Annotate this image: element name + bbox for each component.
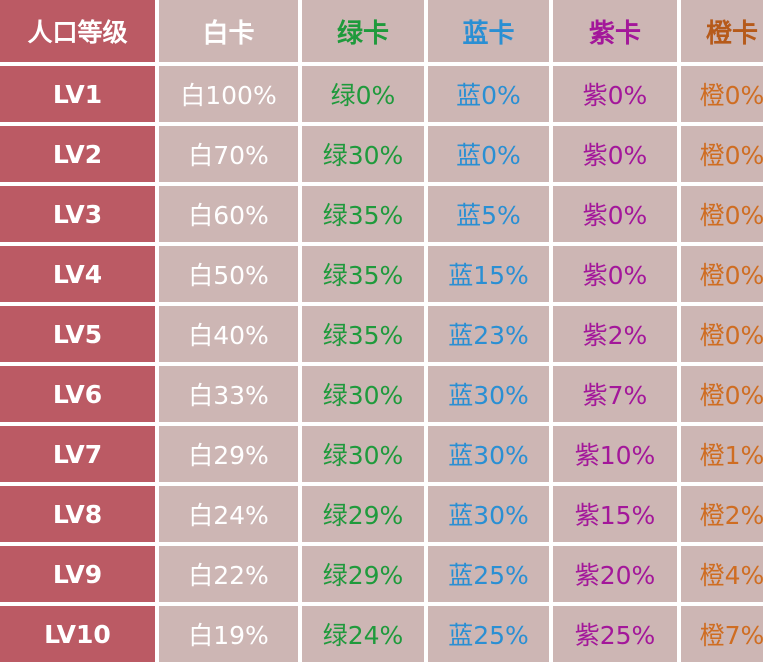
green-rate-cell: 绿29% <box>302 486 424 542</box>
blue-rate-cell: 蓝0% <box>428 66 549 122</box>
purple-rate-cell: 紫7% <box>553 366 677 422</box>
orange-rate-cell: 橙0% <box>681 306 763 362</box>
white-rate-cell: 白60% <box>159 186 298 242</box>
level-cell: LV1 <box>0 66 155 122</box>
green-rate-cell: 绿24% <box>302 606 424 662</box>
blue-rate-cell: 蓝0% <box>428 126 549 182</box>
header-purple-card: 紫卡 <box>553 0 677 62</box>
purple-rate-cell: 紫15% <box>553 486 677 542</box>
header-blue-card: 蓝卡 <box>428 0 549 62</box>
level-cell: LV2 <box>0 126 155 182</box>
orange-rate-cell: 橙0% <box>681 186 763 242</box>
white-rate-cell: 白100% <box>159 66 298 122</box>
purple-rate-cell: 紫25% <box>553 606 677 662</box>
purple-rate-cell: 紫2% <box>553 306 677 362</box>
green-rate-cell: 绿35% <box>302 306 424 362</box>
white-rate-cell: 白29% <box>159 426 298 482</box>
level-cell: LV8 <box>0 486 155 542</box>
orange-rate-cell: 橙0% <box>681 126 763 182</box>
green-rate-cell: 绿30% <box>302 366 424 422</box>
orange-rate-cell: 橙1% <box>681 426 763 482</box>
blue-rate-cell: 蓝30% <box>428 486 549 542</box>
white-rate-cell: 白33% <box>159 366 298 422</box>
header-white-card: 白卡 <box>159 0 298 62</box>
orange-rate-cell: 橙0% <box>681 66 763 122</box>
green-rate-cell: 绿35% <box>302 186 424 242</box>
orange-rate-cell: 橙2% <box>681 486 763 542</box>
purple-rate-cell: 紫0% <box>553 126 677 182</box>
purple-rate-cell: 紫20% <box>553 546 677 602</box>
purple-rate-cell: 紫0% <box>553 186 677 242</box>
level-cell: LV5 <box>0 306 155 362</box>
white-rate-cell: 白22% <box>159 546 298 602</box>
header-green-card: 绿卡 <box>302 0 424 62</box>
white-rate-cell: 白40% <box>159 306 298 362</box>
white-rate-cell: 白19% <box>159 606 298 662</box>
header-population-level: 人口等级 <box>0 0 155 62</box>
purple-rate-cell: 紫0% <box>553 246 677 302</box>
blue-rate-cell: 蓝30% <box>428 426 549 482</box>
purple-rate-cell: 紫10% <box>553 426 677 482</box>
purple-rate-cell: 紫0% <box>553 66 677 122</box>
green-rate-cell: 绿30% <box>302 426 424 482</box>
orange-rate-cell: 橙0% <box>681 366 763 422</box>
blue-rate-cell: 蓝5% <box>428 186 549 242</box>
white-rate-cell: 白24% <box>159 486 298 542</box>
blue-rate-cell: 蓝23% <box>428 306 549 362</box>
orange-rate-cell: 橙0% <box>681 246 763 302</box>
orange-rate-cell: 橙4% <box>681 546 763 602</box>
green-rate-cell: 绿29% <box>302 546 424 602</box>
level-cell: LV6 <box>0 366 155 422</box>
blue-rate-cell: 蓝25% <box>428 606 549 662</box>
blue-rate-cell: 蓝15% <box>428 246 549 302</box>
level-cell: LV4 <box>0 246 155 302</box>
level-cell: LV3 <box>0 186 155 242</box>
orange-rate-cell: 橙7% <box>681 606 763 662</box>
blue-rate-cell: 蓝25% <box>428 546 549 602</box>
white-rate-cell: 白70% <box>159 126 298 182</box>
green-rate-cell: 绿0% <box>302 66 424 122</box>
green-rate-cell: 绿35% <box>302 246 424 302</box>
level-cell: LV9 <box>0 546 155 602</box>
level-cell: LV10 <box>0 606 155 662</box>
header-orange-card: 橙卡 <box>681 0 763 62</box>
level-cell: LV7 <box>0 426 155 482</box>
white-rate-cell: 白50% <box>159 246 298 302</box>
green-rate-cell: 绿30% <box>302 126 424 182</box>
blue-rate-cell: 蓝30% <box>428 366 549 422</box>
